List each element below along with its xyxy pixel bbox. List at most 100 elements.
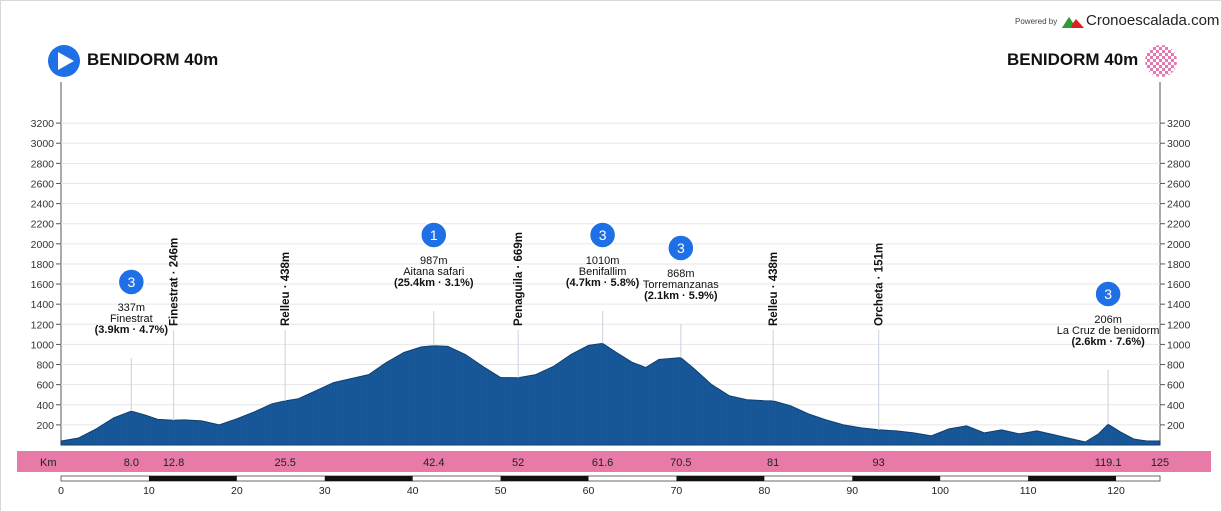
x-scale-label: 80 bbox=[759, 485, 771, 497]
y-tick-label-right: 200 bbox=[1167, 420, 1185, 432]
climb-name: Torremanzanas bbox=[643, 279, 719, 291]
y-tick-label-right: 1000 bbox=[1167, 339, 1191, 351]
y-tick-label-left: 2400 bbox=[31, 199, 55, 211]
y-tick-label-left: 2000 bbox=[31, 239, 55, 251]
x-scale-label: 90 bbox=[846, 485, 858, 497]
y-tick-label-left: 2800 bbox=[31, 158, 55, 170]
km-band-value: 42.4 bbox=[423, 457, 444, 469]
y-tick-label-right: 2200 bbox=[1167, 219, 1191, 231]
waypoint-label: Orcheta · 151m bbox=[874, 243, 886, 326]
scale-segment bbox=[148, 476, 237, 481]
x-scale-label: 30 bbox=[319, 485, 331, 497]
km-band-value: 12.8 bbox=[163, 457, 184, 469]
category-badge-number: 3 bbox=[127, 274, 135, 290]
category-badge-number: 3 bbox=[599, 227, 607, 243]
x-scale-label: 100 bbox=[931, 485, 949, 497]
scale-segment bbox=[1028, 476, 1117, 481]
x-scale-label: 10 bbox=[143, 485, 155, 497]
y-tick-label-left: 600 bbox=[36, 380, 54, 392]
scale-segment bbox=[500, 476, 589, 481]
y-tick-label-right: 1800 bbox=[1167, 259, 1191, 271]
waypoint-label: Relleu · 438m bbox=[280, 252, 292, 326]
km-band-value: 70.5 bbox=[670, 457, 691, 469]
waypoint-label: Penaguila · 669m bbox=[513, 232, 525, 326]
y-tick-label-left: 800 bbox=[36, 360, 54, 372]
mountain-logo-icon bbox=[1062, 17, 1084, 28]
start-title: BENIDORM 40m bbox=[87, 50, 219, 69]
km-band-value: 125 bbox=[1151, 457, 1169, 469]
climb-stats: (25.4km · 3.1%) bbox=[394, 277, 474, 289]
category-badge-number: 3 bbox=[677, 240, 685, 256]
category-badge-number: 3 bbox=[1104, 286, 1112, 302]
km-band-value: 119.1 bbox=[1095, 457, 1122, 469]
y-tick-label-left: 1000 bbox=[31, 339, 55, 351]
y-tick-label-right: 3000 bbox=[1167, 138, 1191, 150]
climb-stats: (2.1km · 5.9%) bbox=[644, 290, 718, 302]
climb-stats: (3.9km · 4.7%) bbox=[95, 324, 169, 336]
elevation-area bbox=[60, 342, 1161, 446]
checkered-flag-icon bbox=[1145, 45, 1177, 77]
y-tick-label-right: 2600 bbox=[1167, 178, 1191, 190]
km-band-value: 81 bbox=[767, 457, 779, 469]
km-band-label: Km bbox=[40, 457, 57, 469]
y-tick-label-left: 1400 bbox=[31, 299, 55, 311]
y-tick-label-right: 2800 bbox=[1167, 158, 1191, 170]
x-scale-label: 120 bbox=[1107, 485, 1125, 497]
scale-bar bbox=[60, 475, 1161, 482]
category-badge bbox=[1094, 280, 1122, 308]
climb-altitude: 868m bbox=[667, 268, 695, 280]
x-scale-label: 70 bbox=[671, 485, 683, 497]
y-tick-label-right: 2400 bbox=[1167, 199, 1191, 211]
km-band-value: 61.6 bbox=[592, 457, 613, 469]
y-tick-label-right: 800 bbox=[1167, 360, 1185, 372]
category-badge bbox=[420, 221, 448, 249]
x-scale-label: 0 bbox=[58, 485, 64, 497]
climb-altitude: 1010m bbox=[586, 255, 620, 267]
waypoint-label: Relleu · 438m bbox=[768, 252, 780, 326]
climb-stats: (4.7km · 5.8%) bbox=[566, 277, 640, 289]
climb-name: Finestrat bbox=[110, 313, 153, 325]
y-tick-label-left: 1200 bbox=[31, 319, 55, 331]
climb-altitude: 206m bbox=[1094, 314, 1122, 326]
x-scale-label: 40 bbox=[407, 485, 419, 497]
category-badge bbox=[117, 268, 146, 296]
y-tick-label-left: 3200 bbox=[31, 118, 55, 130]
category-badge bbox=[588, 221, 617, 249]
powered-by-text: Powered by bbox=[1015, 17, 1058, 26]
y-tick-label-left: 200 bbox=[36, 420, 54, 432]
y-tick-label-left: 3000 bbox=[31, 138, 55, 150]
scale-segment bbox=[852, 476, 941, 481]
y-tick-label-left: 400 bbox=[36, 400, 54, 412]
y-tick-label-right: 1400 bbox=[1167, 299, 1191, 311]
y-tick-label-right: 1600 bbox=[1167, 279, 1191, 291]
climb-altitude: 337m bbox=[118, 302, 146, 314]
km-band bbox=[17, 451, 1211, 472]
km-band-value: 8.0 bbox=[124, 457, 139, 469]
km-band-value: 93 bbox=[873, 457, 885, 469]
y-tick-label-right: 1200 bbox=[1167, 319, 1191, 331]
y-tick-label-right: 600 bbox=[1167, 380, 1185, 392]
climb-name: La Cruz de benidorm bbox=[1057, 325, 1160, 337]
x-scale-label: 50 bbox=[495, 485, 507, 497]
x-scale-label: 110 bbox=[1020, 485, 1037, 497]
brand-name: Cronoescalada.com bbox=[1086, 12, 1220, 29]
y-tick-label-right: 400 bbox=[1167, 400, 1185, 412]
climb-name: Benifallim bbox=[579, 266, 627, 278]
x-scale-label: 60 bbox=[583, 485, 595, 497]
scale-segment bbox=[676, 476, 765, 481]
finish-title: BENIDORM 40m bbox=[1007, 50, 1139, 69]
climb-name: Aitana safari bbox=[403, 266, 464, 278]
y-tick-label-left: 1800 bbox=[31, 259, 55, 271]
y-tick-label-right: 2000 bbox=[1167, 239, 1191, 251]
play-circle-icon bbox=[48, 45, 80, 77]
km-band-value: 52 bbox=[512, 457, 524, 469]
category-badge-number: 1 bbox=[430, 227, 438, 243]
km-band-value: 25.5 bbox=[274, 457, 295, 469]
y-tick-label-right: 3200 bbox=[1167, 118, 1191, 130]
waypoint-label: Finestrat · 246m bbox=[169, 238, 181, 326]
climb-altitude: 987m bbox=[420, 255, 448, 267]
category-badge bbox=[667, 234, 695, 262]
climb-stats: (2.6km · 7.6%) bbox=[1071, 336, 1145, 348]
y-tick-label-left: 2200 bbox=[31, 219, 55, 231]
